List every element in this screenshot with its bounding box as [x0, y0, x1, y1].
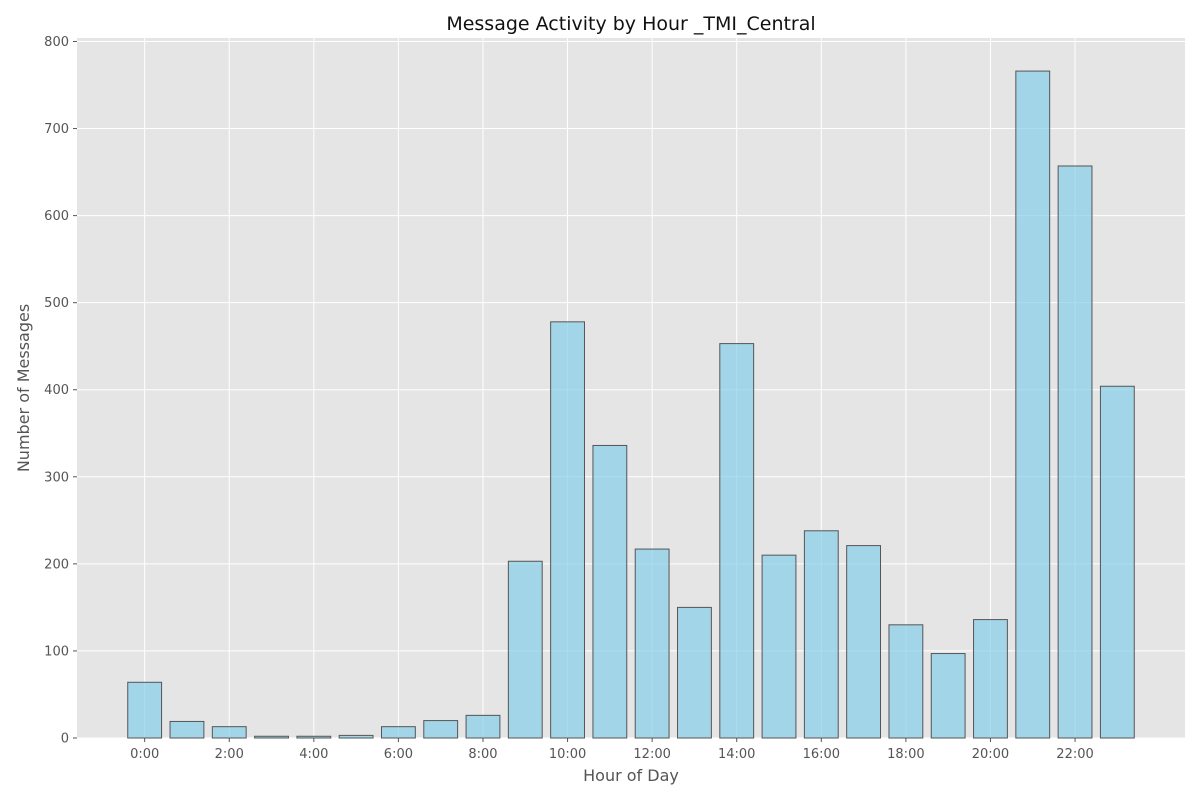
y-tick-label: 800	[44, 35, 69, 50]
bar-20	[973, 619, 1008, 739]
bar-15	[761, 554, 797, 739]
x-axis-ticks: 0:00 2:00 4:00 6:00 8:00 10:00 12:00 14:00 16:00…	[130, 738, 1094, 762]
x-axis-label: Hour of Day	[583, 766, 679, 785]
bars	[127, 70, 1135, 739]
bar-1	[169, 720, 205, 739]
x-tick-label: 16:00	[803, 747, 840, 762]
x-tick-label: 4:00	[299, 747, 328, 762]
x-tick-label: 10:00	[549, 747, 586, 762]
bar-11	[592, 444, 628, 739]
bar-12	[634, 548, 670, 739]
x-tick-label: 12:00	[633, 747, 670, 762]
bar-6	[380, 726, 416, 739]
x-tick-label: 8:00	[468, 747, 497, 762]
bar-18	[888, 624, 924, 739]
y-tick-label: 300	[44, 470, 69, 485]
bar-17	[846, 545, 882, 739]
y-tick-label: 100	[44, 644, 69, 659]
bar-23	[1099, 385, 1135, 739]
x-tick-label: 18:00	[887, 747, 924, 762]
bar-0	[127, 681, 163, 739]
y-tick-label: 500	[44, 296, 69, 311]
bar-7	[423, 720, 459, 739]
bar-9	[507, 560, 543, 739]
x-tick-label: 22:00	[1056, 747, 1093, 762]
bar-8	[465, 714, 501, 739]
bar-21	[1015, 70, 1051, 739]
bar-13	[677, 606, 712, 739]
x-tick-label: 6:00	[384, 747, 413, 762]
x-tick-label: 20:00	[972, 747, 1009, 762]
chart-title: Message Activity by Hour _TMI_Central	[446, 13, 815, 35]
x-tick-label: 2:00	[215, 747, 244, 762]
bar-14	[719, 343, 755, 739]
y-tick-label: 200	[44, 557, 69, 572]
bar-22	[1057, 165, 1093, 739]
x-tick-label: 0:00	[130, 747, 159, 762]
bar-3	[254, 735, 289, 739]
bar-19	[930, 653, 966, 739]
y-tick-label: 400	[44, 383, 69, 398]
bar-2	[211, 726, 247, 739]
y-axis-label: Number of Messages	[14, 304, 33, 472]
y-tick-label: 600	[44, 209, 69, 224]
bar-4	[296, 735, 332, 739]
y-tick-label: 0	[61, 732, 69, 747]
y-axis-ticks: 0 100 200 300 400 500 600 700 800	[44, 35, 77, 747]
bar-10	[550, 321, 585, 739]
x-tick-label: 14:00	[718, 747, 755, 762]
bar-5	[338, 734, 374, 739]
bar-16	[803, 530, 839, 739]
y-tick-label: 700	[44, 122, 69, 137]
